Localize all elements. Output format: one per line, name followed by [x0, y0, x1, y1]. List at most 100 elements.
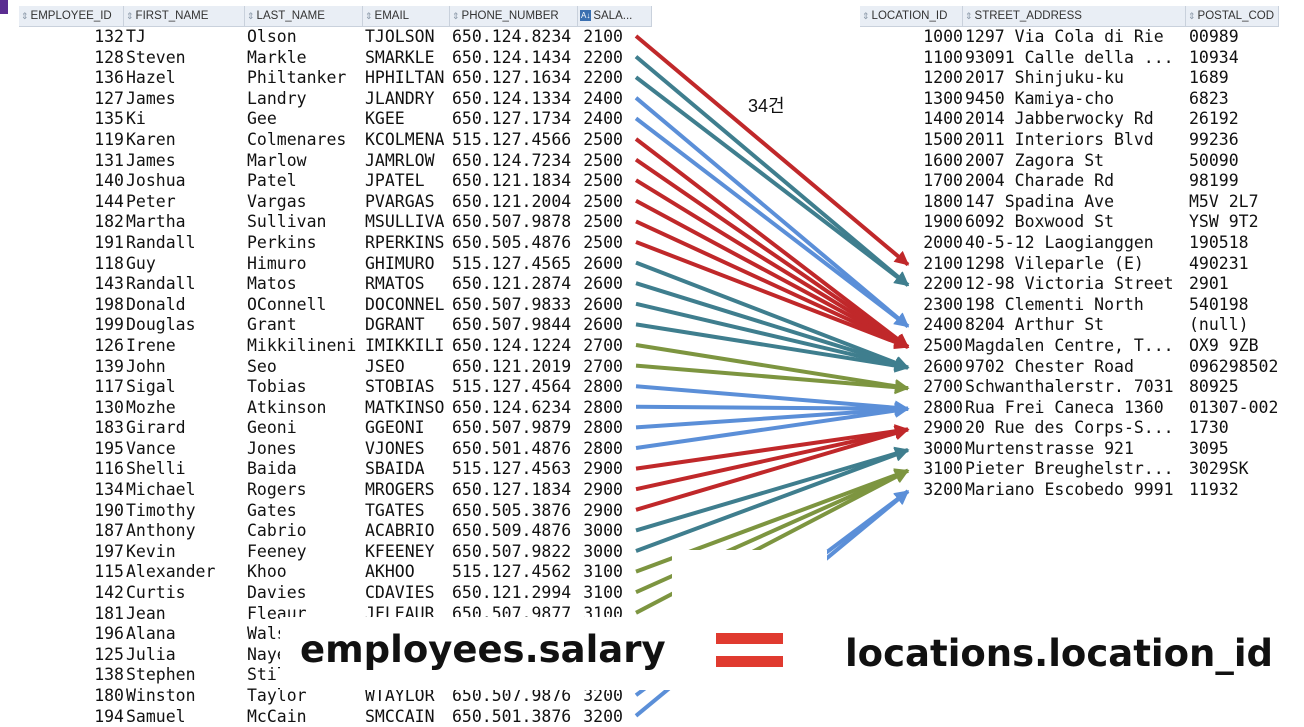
- cell-email[interactable]: IMIKKILI: [365, 335, 445, 355]
- employee-row[interactable]: 117 Sigal Tobias STOBIAS 515.127.4564 2800: [19, 377, 652, 398]
- location-row[interactable]: 1000 1297 Via Cola di Rie 00989: [860, 27, 1279, 48]
- cell-location-id[interactable]: 2700: [923, 377, 963, 397]
- cell-employee-id[interactable]: 190: [94, 500, 124, 520]
- col-header-street-address[interactable]: ⇕ STREET_ADDRESS: [963, 6, 1186, 26]
- cell-salary[interactable]: 2600: [583, 294, 623, 314]
- cell-street-address[interactable]: 1297 Via Cola di Rie: [965, 27, 1164, 46]
- cell-email[interactable]: KCOLMENA: [365, 129, 445, 149]
- cell-postal-code[interactable]: M5V 2L7: [1189, 191, 1259, 211]
- cell-last-name[interactable]: Sullivan: [247, 212, 327, 232]
- cell-postal-code[interactable]: 6823: [1189, 88, 1229, 108]
- employee-row[interactable]: 191 Randall Perkins RPERKINS 650.505.4876 250…: [19, 233, 652, 254]
- cell-employee-id[interactable]: 194: [94, 706, 124, 726]
- cell-postal-code[interactable]: 2901: [1189, 274, 1229, 294]
- cell-salary[interactable]: 2800: [583, 418, 623, 438]
- location-row[interactable]: 2600 9702 Chester Road 096298502: [860, 357, 1279, 378]
- employee-row[interactable]: 130 Mozhe Atkinson MATKINSO 650.124.6234 2800: [19, 398, 652, 419]
- cell-employee-id[interactable]: 115: [94, 562, 124, 582]
- cell-salary[interactable]: 2500: [583, 191, 623, 211]
- cell-email[interactable]: DGRANT: [365, 315, 425, 335]
- cell-first-name[interactable]: John: [126, 356, 166, 376]
- cell-postal-code[interactable]: 98199: [1189, 171, 1239, 191]
- cell-employee-id[interactable]: 116: [94, 459, 124, 479]
- cell-street-address[interactable]: Schwanthalerstr. 7031: [965, 377, 1174, 397]
- cell-location-id[interactable]: 2400: [923, 315, 963, 335]
- cell-email[interactable]: KGEE: [365, 109, 405, 129]
- cell-email[interactable]: JSEO: [365, 356, 405, 376]
- cell-email[interactable]: CDAVIES: [365, 583, 435, 603]
- cell-phone-number[interactable]: 650.121.2874: [452, 274, 572, 294]
- cell-phone-number[interactable]: 515.127.4566: [452, 129, 572, 149]
- cell-phone-number[interactable]: 650.507.9833: [452, 294, 572, 314]
- cell-last-name[interactable]: Olson: [247, 27, 297, 46]
- cell-last-name[interactable]: Feeney: [247, 541, 307, 561]
- cell-salary[interactable]: 2400: [583, 109, 623, 129]
- cell-first-name[interactable]: Curtis: [126, 583, 186, 603]
- col-header-phone-number[interactable]: ⇕ PHONE_NUMBER: [450, 6, 578, 26]
- cell-employee-id[interactable]: 118: [94, 253, 124, 273]
- cell-street-address[interactable]: 9702 Chester Road: [965, 356, 1134, 376]
- employee-row[interactable]: 190 Timothy Gates TGATES 650.505.3876 2900: [19, 501, 652, 522]
- col-header-location-id[interactable]: ⇕ LOCATION_ID: [860, 6, 963, 26]
- cell-first-name[interactable]: Mozhe: [126, 397, 176, 417]
- employee-row[interactable]: 194 Samuel McCain SMCCAIN 650.501.3876 3200: [19, 707, 652, 727]
- cell-employee-id[interactable]: 138: [94, 665, 124, 685]
- cell-phone-number[interactable]: 650.121.2994: [452, 583, 572, 603]
- cell-employee-id[interactable]: 197: [94, 541, 124, 561]
- cell-first-name[interactable]: Shelli: [126, 459, 186, 479]
- cell-street-address[interactable]: 2014 Jabberwocky Rd: [965, 109, 1154, 129]
- cell-street-address[interactable]: Mariano Escobedo 9991: [965, 480, 1174, 500]
- location-row[interactable]: 1300 9450 Kamiya-cho 6823: [860, 89, 1279, 110]
- cell-street-address[interactable]: Pieter Breughelstr...: [965, 459, 1174, 479]
- cell-last-name[interactable]: Stil: [247, 665, 287, 685]
- cell-last-name[interactable]: Tobias: [247, 377, 307, 397]
- cell-employee-id[interactable]: 196: [94, 624, 124, 644]
- cell-employee-id[interactable]: 199: [94, 315, 124, 335]
- cell-street-address[interactable]: 2007 Zagora St: [965, 150, 1105, 170]
- cell-first-name[interactable]: Anthony: [126, 521, 196, 541]
- cell-last-name[interactable]: Matos: [247, 274, 297, 294]
- cell-phone-number[interactable]: 650.127.1834: [452, 480, 572, 500]
- location-row[interactable]: 2500 Magdalen Centre, T... OX9 9ZB: [860, 336, 1279, 357]
- col-header-salary[interactable]: A↓ SALA...: [578, 6, 652, 26]
- cell-last-name[interactable]: Rogers: [247, 480, 307, 500]
- employee-row[interactable]: 140 Joshua Patel JPATEL 650.121.1834 2500: [19, 171, 652, 192]
- cell-location-id[interactable]: 1300: [923, 88, 963, 108]
- sort-icon[interactable]: ⇕: [452, 11, 460, 21]
- cell-last-name[interactable]: Naye: [247, 644, 287, 664]
- employee-row[interactable]: 180 Winston Taylor WTAYLOR 650.507.9876 3200: [19, 686, 652, 707]
- cell-email[interactable]: WTAYLOR: [365, 686, 435, 705]
- cell-postal-code[interactable]: OX9 9ZB: [1189, 335, 1259, 355]
- col-header-postal-code[interactable]: ⇕ POSTAL_COD: [1186, 6, 1279, 26]
- cell-employee-id[interactable]: 142: [94, 583, 124, 603]
- cell-first-name[interactable]: Alana: [126, 624, 176, 644]
- location-row[interactable]: 2900 20 Rue des Corps-S... 1730: [860, 418, 1279, 439]
- cell-phone-number[interactable]: 650.121.2004: [452, 191, 572, 211]
- cell-phone-number[interactable]: 650.501.3876: [452, 706, 572, 726]
- cell-phone-number[interactable]: 650.127.1734: [452, 109, 572, 129]
- cell-salary[interactable]: 3000: [583, 521, 623, 541]
- location-row[interactable]: 2000 40-5-12 Laogianggen 190518: [860, 233, 1279, 254]
- location-row[interactable]: 2100 1298 Vileparle (E) 490231: [860, 254, 1279, 275]
- cell-salary[interactable]: 3100: [583, 583, 623, 603]
- cell-first-name[interactable]: Winston: [126, 686, 196, 705]
- cell-employee-id[interactable]: 119: [94, 129, 124, 149]
- cell-location-id[interactable]: 1400: [923, 109, 963, 129]
- col-header-last-name[interactable]: ⇕ LAST_NAME: [245, 6, 363, 26]
- employee-row[interactable]: 195 Vance Jones VJONES 650.501.4876 2800: [19, 439, 652, 460]
- sort-icon[interactable]: ⇕: [365, 11, 373, 21]
- cell-postal-code[interactable]: 26192: [1189, 109, 1239, 129]
- cell-postal-code[interactable]: 1730: [1189, 418, 1229, 438]
- cell-last-name[interactable]: Seo: [247, 356, 277, 376]
- cell-email[interactable]: VJONES: [365, 438, 425, 458]
- cell-street-address[interactable]: Rua Frei Caneca 1360: [965, 397, 1164, 417]
- cell-email[interactable]: DOCONNEL: [365, 294, 445, 314]
- cell-phone-number[interactable]: 650.124.6234: [452, 397, 572, 417]
- cell-first-name[interactable]: Jean: [126, 603, 166, 623]
- cell-last-name[interactable]: Marlow: [247, 150, 307, 170]
- employee-row[interactable]: 135 Ki Gee KGEE 650.127.1734 2400: [19, 109, 652, 130]
- cell-location-id[interactable]: 1100: [923, 47, 963, 67]
- cell-first-name[interactable]: Douglas: [126, 315, 196, 335]
- cell-email[interactable]: AKHOO: [365, 562, 415, 582]
- cell-postal-code[interactable]: 1689: [1189, 68, 1229, 88]
